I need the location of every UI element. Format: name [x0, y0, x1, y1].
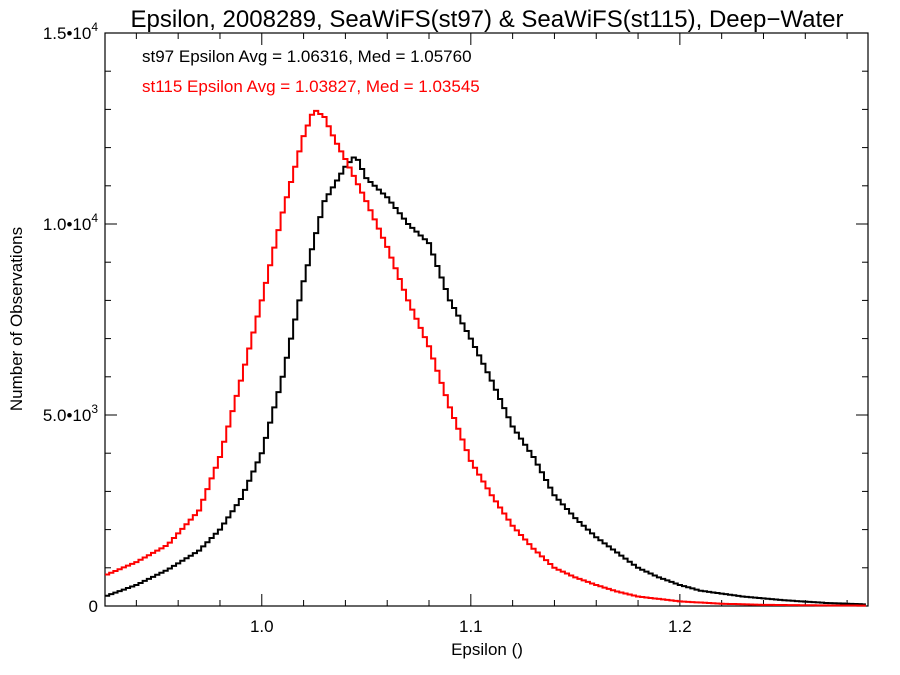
y-axis-label: Number of Observations — [7, 227, 26, 411]
y-tick-exponent: 4 — [91, 211, 98, 225]
annotation-st97: st97 Epsilon Avg = 1.06316, Med = 1.0576… — [142, 47, 472, 66]
y-tick-exponent: 4 — [91, 20, 98, 34]
series-line-0 — [105, 156, 866, 606]
y-tick-mantissa: 0 — [89, 597, 98, 616]
series-layer — [105, 109, 866, 607]
y-tick-label: 1.0•104 — [43, 211, 99, 234]
y-tick-label: 5.0•103 — [43, 402, 99, 425]
x-axis-label: Epsilon () — [451, 640, 523, 659]
y-tick-label: 1.5•104 — [43, 20, 99, 43]
y-tick-exponent: 3 — [91, 402, 98, 416]
y-tick-mantissa: 1.0•10 — [43, 215, 92, 234]
annotation-st115: st115 Epsilon Avg = 1.03827, Med = 1.035… — [142, 77, 480, 96]
series-line-1 — [105, 109, 866, 607]
annotations: st97 Epsilon Avg = 1.06316, Med = 1.0576… — [142, 47, 480, 96]
plot-frame — [104, 32, 869, 607]
chart-title: Epsilon, 2008289, SeaWiFS(st97) & SeaWiF… — [131, 6, 844, 33]
x-tick-label: 1.1 — [459, 617, 483, 636]
x-tick-label: 1.0 — [250, 617, 274, 636]
y-tick-mantissa: 5.0•10 — [43, 406, 92, 425]
y-tick-label: 0 — [89, 597, 98, 616]
x-tick-label: 1.2 — [668, 617, 692, 636]
y-tick-mantissa: 1.5•10 — [43, 24, 92, 43]
